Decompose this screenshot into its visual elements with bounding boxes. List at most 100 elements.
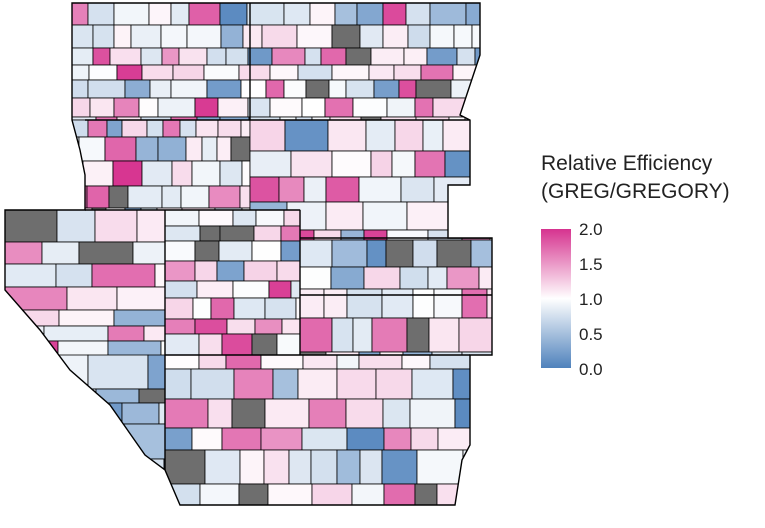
county-region	[136, 209, 166, 243]
county-region	[385, 239, 414, 268]
county-region	[157, 136, 187, 162]
legend-title-line1: Relative Efficiency	[541, 152, 713, 175]
county-region	[164, 260, 196, 282]
county-region	[414, 97, 434, 118]
county-region	[188, 3, 221, 26]
county-region	[263, 449, 290, 485]
county-region	[436, 239, 472, 268]
county-region	[269, 64, 299, 81]
county-region	[249, 176, 280, 203]
county-region	[412, 239, 438, 268]
county-region	[249, 119, 286, 152]
county-region	[283, 3, 311, 26]
county-region	[157, 97, 196, 118]
county-region	[195, 119, 219, 138]
county-region	[62, 458, 116, 484]
county-region	[260, 354, 304, 370]
county-region	[305, 79, 330, 99]
region-outline	[4, 2, 493, 506]
county-region	[296, 24, 333, 49]
county-region	[426, 47, 458, 66]
county-region	[280, 240, 301, 262]
county-region	[260, 427, 303, 451]
county-region	[414, 150, 446, 178]
county-region	[179, 119, 197, 138]
county-region	[146, 482, 166, 505]
county-region	[225, 354, 262, 370]
county-region	[221, 427, 262, 451]
county-region	[219, 160, 243, 187]
county-region	[333, 504, 370, 505]
county-region	[221, 333, 253, 357]
county-region	[121, 119, 148, 138]
county-region	[220, 24, 244, 49]
county-region	[324, 97, 354, 118]
county-region	[453, 24, 473, 49]
county-region	[196, 280, 234, 299]
county-region	[478, 64, 491, 81]
county-region	[265, 79, 285, 99]
state-borders	[85, 3, 492, 505]
county-region	[308, 398, 347, 429]
county-region	[107, 325, 145, 342]
county-region	[280, 225, 301, 242]
county-region	[284, 119, 329, 152]
county-region	[112, 160, 143, 187]
county-region	[5, 423, 54, 460]
county-region	[113, 3, 150, 26]
county-region	[59, 97, 91, 118]
county-region	[461, 288, 488, 319]
county-region	[164, 297, 194, 320]
county-region	[469, 483, 481, 505]
county-region	[323, 288, 348, 319]
county-region	[345, 47, 372, 66]
county-region	[161, 47, 180, 66]
county-region	[368, 504, 399, 505]
county-region	[164, 209, 200, 227]
county-region	[87, 79, 126, 99]
county-region	[170, 79, 208, 99]
county-region	[96, 482, 148, 505]
county-region	[59, 160, 84, 187]
county-region	[59, 185, 88, 209]
county-region	[148, 3, 172, 26]
county-region	[309, 504, 335, 505]
county-region	[242, 24, 263, 49]
county-region	[164, 398, 209, 429]
county-region	[297, 368, 338, 400]
county-region	[171, 160, 193, 187]
county-region	[160, 24, 188, 49]
county-region	[428, 317, 460, 353]
county-region	[164, 318, 196, 335]
county-region	[113, 97, 140, 118]
county-region	[5, 286, 68, 311]
county-region	[59, 64, 90, 81]
county-region	[254, 318, 283, 335]
county-region	[359, 449, 383, 485]
county-region	[336, 354, 360, 370]
county-region	[5, 402, 40, 425]
county-region	[232, 209, 257, 227]
county-region	[91, 263, 156, 288]
county-region	[381, 288, 414, 319]
county-region	[383, 427, 412, 451]
county-region	[327, 119, 367, 152]
county-region	[208, 185, 241, 209]
county-region	[267, 483, 313, 505]
county-region	[201, 136, 218, 162]
county-region	[268, 280, 292, 299]
county-region	[164, 427, 193, 451]
county-region	[397, 504, 440, 505]
county-region	[231, 398, 266, 429]
county-region	[5, 241, 43, 265]
county-region	[5, 482, 40, 505]
county-region	[217, 97, 249, 118]
county-region	[225, 47, 249, 66]
county-region	[232, 280, 270, 299]
county-region	[373, 79, 400, 99]
county-region	[116, 64, 143, 81]
county-region	[336, 449, 361, 485]
county-region	[401, 354, 431, 370]
county-region	[386, 97, 416, 118]
county-region	[233, 368, 274, 400]
